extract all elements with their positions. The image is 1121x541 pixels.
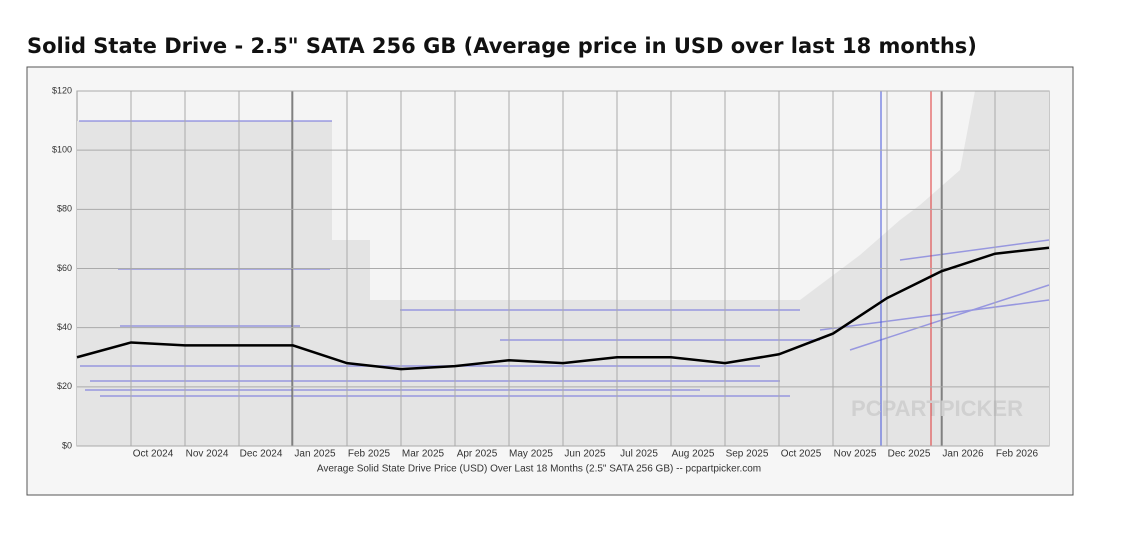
y-tick-label: $60 <box>57 263 72 273</box>
x-tick-label: Dec 2025 <box>888 449 931 460</box>
x-tick-label: Jan 2025 <box>294 449 336 460</box>
series-line <box>76 246 1050 371</box>
price-range <box>370 91 1049 446</box>
x-tick-label: Oct 2024 <box>133 449 174 460</box>
x-tick-label: Jun 2025 <box>564 449 606 460</box>
x-tick-label: Jan 2026 <box>942 449 984 460</box>
x-tick-label: Jul 2025 <box>620 449 658 460</box>
y-tick-label: $0 <box>62 440 72 450</box>
y-tick-label: $80 <box>57 204 72 214</box>
y-tick-label: $120 <box>52 85 72 95</box>
y-tick-label: $20 <box>57 381 72 391</box>
x-tick-label: Nov 2024 <box>186 449 229 460</box>
x-tick-label: Nov 2025 <box>834 449 877 460</box>
y-tick-label: $100 <box>52 145 72 155</box>
x-tick-label: May 2025 <box>509 449 553 460</box>
x-tick-label: Feb 2026 <box>996 449 1039 460</box>
x-tick-label: Aug 2025 <box>672 449 715 460</box>
price-range <box>77 121 370 446</box>
watermark: PCPARTPICKER <box>851 396 1023 421</box>
x-axis-label: Average Solid State Drive Price (USD) Ov… <box>317 464 761 475</box>
x-tick-label: Sep 2025 <box>726 449 769 460</box>
x-tick-label: Apr 2025 <box>457 449 498 460</box>
x-tick-label: Mar 2025 <box>402 449 445 460</box>
chart-title: Solid State Drive - 2.5" SATA 256 GB (Av… <box>27 34 977 58</box>
y-tick-label: $40 <box>57 322 72 332</box>
x-tick-label: Oct 2025 <box>781 449 822 460</box>
x-tick-label: Feb 2025 <box>348 449 391 460</box>
x-tick-label: Dec 2024 <box>240 449 283 460</box>
